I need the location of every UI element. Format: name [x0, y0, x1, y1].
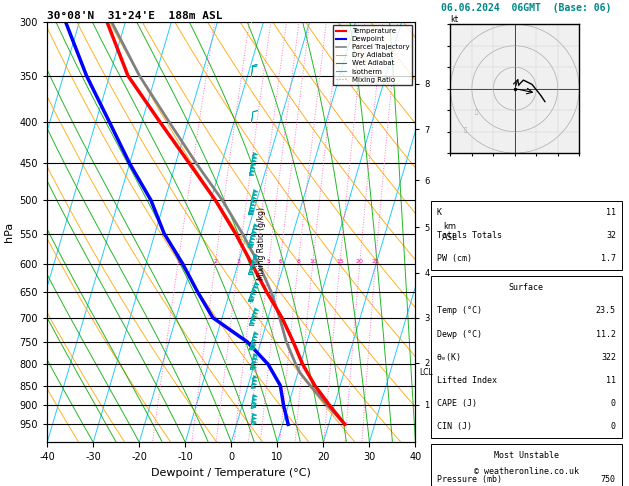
Text: K: K — [437, 208, 442, 217]
Text: 23.5: 23.5 — [596, 306, 616, 315]
Bar — [431, 444, 622, 486]
Text: kt: kt — [450, 15, 459, 24]
Text: Temp (°C): Temp (°C) — [437, 306, 482, 315]
Text: 2: 2 — [213, 260, 218, 264]
Text: CAPE (J): CAPE (J) — [437, 399, 477, 408]
Text: 6: 6 — [278, 260, 282, 264]
Text: 1: 1 — [176, 260, 180, 264]
Legend: Temperature, Dewpoint, Parcel Trajectory, Dry Adiabat, Wet Adiabat, Isotherm, Mi: Temperature, Dewpoint, Parcel Trajectory… — [333, 25, 412, 86]
Text: Surface: Surface — [509, 283, 544, 292]
Text: 15: 15 — [336, 260, 344, 264]
Text: 10: 10 — [309, 260, 317, 264]
Text: 30°08'N  31°24'E  188m ASL: 30°08'N 31°24'E 188m ASL — [47, 11, 223, 21]
Text: 8: 8 — [296, 260, 301, 264]
Text: 25: 25 — [372, 260, 380, 264]
Text: 11: 11 — [606, 208, 616, 217]
Text: CIN (J): CIN (J) — [437, 422, 472, 431]
Text: LCL: LCL — [419, 368, 433, 378]
Text: 750: 750 — [601, 474, 616, 484]
Text: 20: 20 — [356, 260, 364, 264]
Text: Mixing Ratio (g/kg): Mixing Ratio (g/kg) — [257, 207, 265, 279]
Text: 11.2: 11.2 — [596, 330, 616, 339]
Text: 322: 322 — [601, 353, 616, 362]
Text: 0: 0 — [611, 399, 616, 408]
Text: Pressure (mb): Pressure (mb) — [437, 474, 502, 484]
Bar — [431, 276, 622, 438]
Text: © weatheronline.co.uk: © weatheronline.co.uk — [474, 468, 579, 476]
Text: 32: 32 — [606, 231, 616, 240]
Text: Lifted Index: Lifted Index — [437, 376, 497, 385]
Text: 3: 3 — [237, 260, 240, 264]
Text: 0: 0 — [611, 422, 616, 431]
Text: 风: 风 — [474, 110, 478, 116]
Text: Most Unstable: Most Unstable — [494, 451, 559, 460]
Text: 1.7: 1.7 — [601, 254, 616, 263]
X-axis label: Dewpoint / Temperature (°C): Dewpoint / Temperature (°C) — [152, 468, 311, 478]
Text: θₑ(K): θₑ(K) — [437, 353, 462, 362]
Text: Totals Totals: Totals Totals — [437, 231, 502, 240]
Text: 11: 11 — [606, 376, 616, 385]
Text: 5: 5 — [267, 260, 271, 264]
Text: 风: 风 — [464, 127, 467, 133]
Y-axis label: km
ASL: km ASL — [442, 223, 457, 242]
Text: PW (cm): PW (cm) — [437, 254, 472, 263]
Text: Dewp (°C): Dewp (°C) — [437, 330, 482, 339]
Y-axis label: hPa: hPa — [4, 222, 14, 242]
Bar — [431, 201, 622, 270]
Text: 4: 4 — [253, 260, 257, 264]
Text: 06.06.2024  06GMT  (Base: 06): 06.06.2024 06GMT (Base: 06) — [441, 3, 611, 14]
